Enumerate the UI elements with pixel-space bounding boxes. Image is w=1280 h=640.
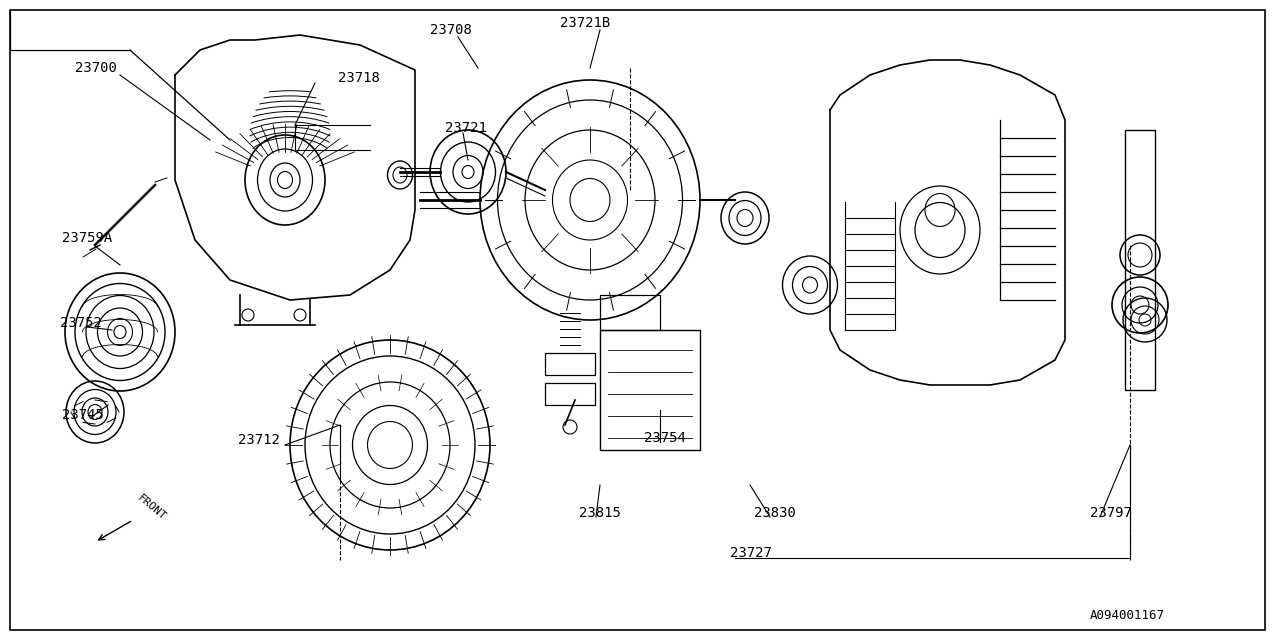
- Text: FRONT: FRONT: [134, 493, 168, 522]
- Text: 23708: 23708: [430, 23, 472, 37]
- Text: 23754: 23754: [644, 431, 686, 445]
- Bar: [545, 383, 595, 405]
- Text: A094001167: A094001167: [1091, 609, 1165, 622]
- Bar: [600, 295, 660, 330]
- Text: 23815: 23815: [579, 506, 621, 520]
- Text: 23797: 23797: [1091, 506, 1132, 520]
- Bar: [600, 330, 700, 450]
- Bar: [1125, 130, 1155, 390]
- Text: 23830: 23830: [754, 506, 796, 520]
- Bar: [545, 353, 595, 375]
- Text: 23752: 23752: [60, 316, 102, 330]
- Text: 23759A: 23759A: [61, 231, 113, 245]
- Text: 23700: 23700: [76, 61, 116, 75]
- Text: 23718: 23718: [338, 71, 380, 85]
- Text: 23745: 23745: [61, 408, 104, 422]
- Text: 23727: 23727: [730, 546, 772, 560]
- Text: 23721B: 23721B: [561, 16, 611, 30]
- Text: 23712: 23712: [238, 433, 280, 447]
- Text: 23721: 23721: [445, 121, 486, 135]
